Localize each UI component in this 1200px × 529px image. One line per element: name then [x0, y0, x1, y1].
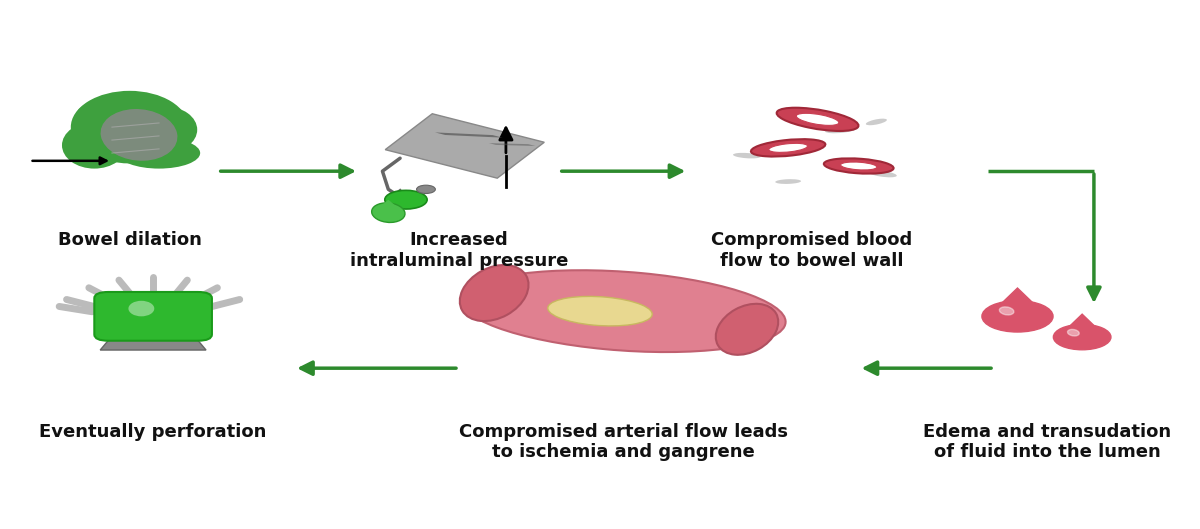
Ellipse shape — [824, 158, 894, 174]
Ellipse shape — [62, 122, 127, 169]
Ellipse shape — [1000, 307, 1014, 315]
Circle shape — [385, 190, 427, 209]
Ellipse shape — [826, 126, 857, 133]
Ellipse shape — [751, 139, 826, 157]
Ellipse shape — [77, 98, 160, 130]
Ellipse shape — [1068, 330, 1079, 336]
FancyBboxPatch shape — [95, 292, 212, 341]
Polygon shape — [385, 114, 545, 178]
Text: Eventually perforation: Eventually perforation — [40, 423, 266, 441]
Ellipse shape — [128, 301, 155, 316]
Ellipse shape — [866, 118, 887, 125]
Circle shape — [1054, 324, 1111, 350]
Polygon shape — [1060, 314, 1104, 335]
Ellipse shape — [776, 108, 858, 131]
Text: Increased
intraluminal pressure: Increased intraluminal pressure — [349, 231, 568, 270]
Text: Edema and transudation
of fluid into the lumen: Edema and transudation of fluid into the… — [923, 423, 1171, 461]
Ellipse shape — [840, 162, 877, 170]
Ellipse shape — [118, 138, 200, 169]
Circle shape — [982, 300, 1054, 332]
Text: Compromised blood
flow to bowel wall: Compromised blood flow to bowel wall — [712, 231, 912, 270]
Ellipse shape — [775, 179, 802, 184]
Polygon shape — [101, 336, 206, 350]
Ellipse shape — [797, 113, 839, 125]
Text: Bowel dilation: Bowel dilation — [58, 231, 202, 249]
Polygon shape — [488, 143, 535, 146]
Circle shape — [416, 185, 436, 194]
Ellipse shape — [132, 106, 197, 153]
Ellipse shape — [733, 153, 761, 158]
Polygon shape — [990, 288, 1045, 314]
Ellipse shape — [71, 91, 188, 163]
Ellipse shape — [769, 143, 808, 152]
Ellipse shape — [101, 109, 178, 161]
Polygon shape — [379, 199, 397, 207]
Text: Compromised arterial flow leads
to ischemia and gangrene: Compromised arterial flow leads to ische… — [460, 423, 788, 461]
Ellipse shape — [548, 296, 652, 326]
Polygon shape — [434, 132, 503, 138]
Ellipse shape — [460, 265, 528, 321]
Ellipse shape — [868, 170, 896, 177]
Ellipse shape — [715, 304, 779, 355]
Ellipse shape — [462, 270, 786, 352]
Ellipse shape — [372, 203, 404, 222]
